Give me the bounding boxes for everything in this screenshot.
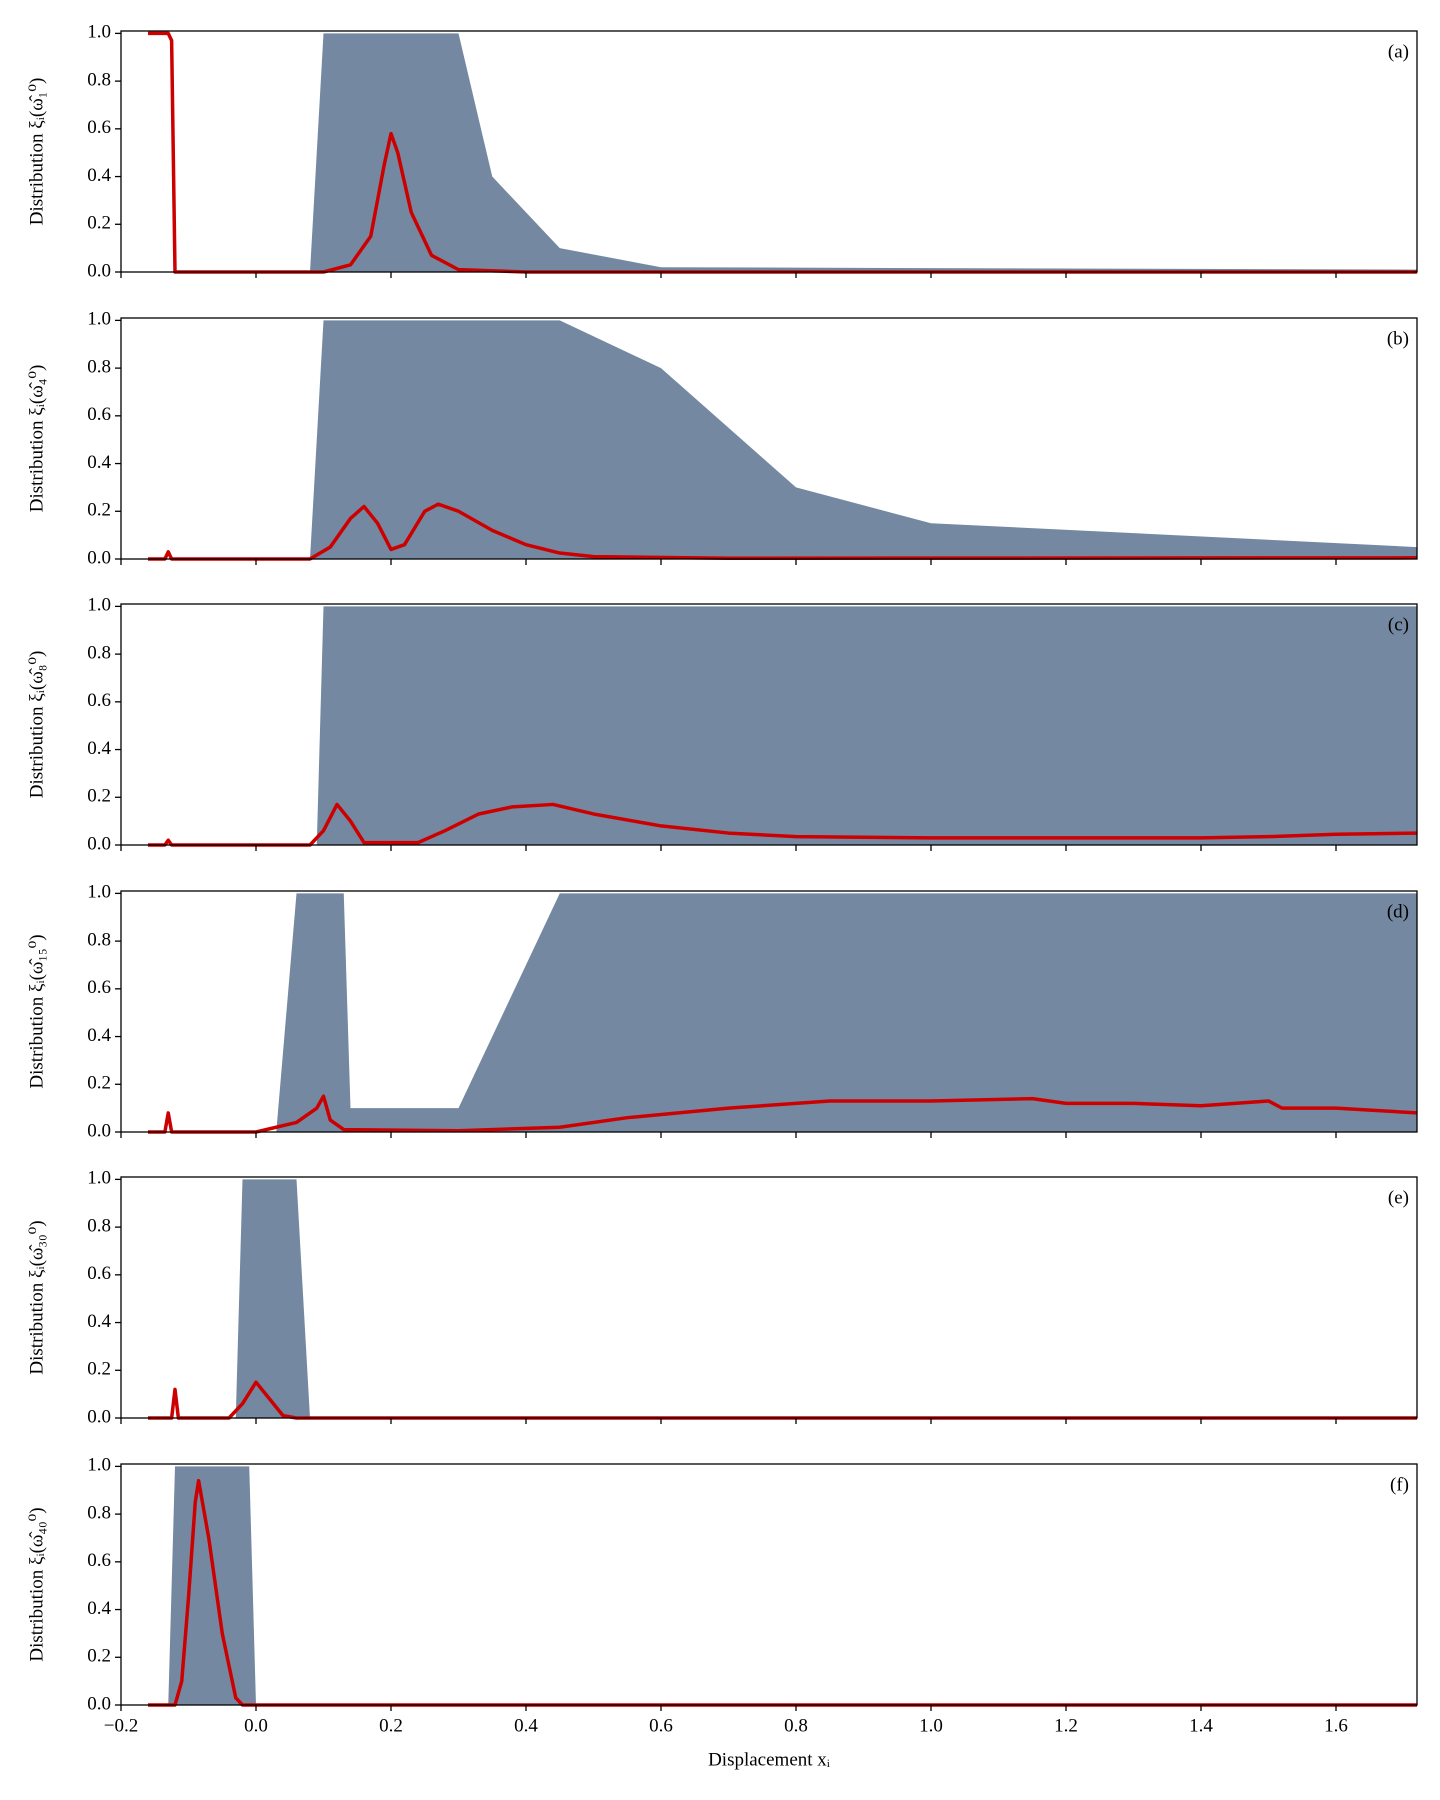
y-axis-label: Distribution ξᵢ(ω̂₁₅⁰) bbox=[26, 934, 47, 1088]
y-tick-label: 1.0 bbox=[87, 309, 111, 330]
x-tick-label: 0.0 bbox=[244, 1715, 268, 1736]
y-tick-label: 0.4 bbox=[87, 1025, 111, 1046]
y-tick-label: 0.0 bbox=[87, 1693, 111, 1714]
x-axis-label: Displacement xᵢ bbox=[708, 1749, 830, 1770]
x-tick-label: 0.2 bbox=[379, 1715, 403, 1736]
plot-frame bbox=[120, 890, 1418, 1133]
point-cloud bbox=[168, 1466, 256, 1705]
y-tick-label: 0.2 bbox=[87, 786, 111, 807]
y-tick-label: 0.6 bbox=[87, 404, 111, 425]
y-axis-label: Distribution ξᵢ(ω̂₄₀⁰) bbox=[26, 1507, 47, 1661]
point-cloud bbox=[310, 320, 1417, 559]
y-tick-label: 1.0 bbox=[87, 595, 111, 616]
y-tick-label: 0.0 bbox=[87, 1120, 111, 1141]
y-tick-label: 0.4 bbox=[87, 452, 111, 473]
y-tick-label: 0.0 bbox=[87, 1406, 111, 1427]
x-tick-label: 1.2 bbox=[1054, 1715, 1078, 1736]
y-tick-label: 0.2 bbox=[87, 500, 111, 521]
x-tick-label: 0.8 bbox=[784, 1715, 808, 1736]
y-tick-label: 0.0 bbox=[87, 833, 111, 854]
plot-frame bbox=[120, 1176, 1418, 1419]
y-tick-label: 0.8 bbox=[87, 642, 111, 663]
y-tick-label: 0.6 bbox=[87, 977, 111, 998]
plot-frame bbox=[120, 30, 1418, 273]
y-axis-label: Distribution ξᵢ(ω̂₃₀⁰) bbox=[26, 1220, 47, 1374]
x-tick-label: 1.4 bbox=[1189, 1715, 1213, 1736]
y-tick-label: 1.0 bbox=[87, 1455, 111, 1476]
y-tick-label: 0.0 bbox=[87, 547, 111, 568]
x-tick-label: 1.6 bbox=[1324, 1715, 1348, 1736]
y-axis-label: Distribution ξᵢ(ω̂₄⁰) bbox=[26, 365, 47, 513]
panel-label: (e) bbox=[1388, 1187, 1409, 1208]
y-tick-label: 0.4 bbox=[87, 738, 111, 759]
y-tick-label: 0.6 bbox=[87, 690, 111, 711]
plot-frame bbox=[120, 317, 1418, 560]
y-axis-label: Distribution ξᵢ(ω̂₁⁰) bbox=[26, 78, 47, 226]
x-tick-label: 0.6 bbox=[649, 1715, 673, 1736]
panel-label: (f) bbox=[1390, 1474, 1409, 1495]
point-cloud bbox=[310, 33, 1417, 272]
y-tick-label: 0.2 bbox=[87, 1359, 111, 1380]
panel-label: (b) bbox=[1387, 328, 1409, 349]
data-line bbox=[148, 1380, 1417, 1420]
point-cloud bbox=[316, 606, 1417, 845]
y-tick-label: 0.2 bbox=[87, 1073, 111, 1094]
x-tick-label: −0.2 bbox=[104, 1715, 138, 1736]
plot-frame bbox=[120, 603, 1418, 846]
panel-label: (d) bbox=[1387, 901, 1409, 922]
y-tick-label: 1.0 bbox=[87, 22, 111, 43]
y-tick-label: 0.6 bbox=[87, 1263, 111, 1284]
y-tick-label: 1.0 bbox=[87, 1168, 111, 1189]
y-tick-label: 0.4 bbox=[87, 1598, 111, 1619]
y-tick-label: 0.6 bbox=[87, 117, 111, 138]
y-tick-label: 0.8 bbox=[87, 1215, 111, 1236]
point-cloud bbox=[276, 893, 1417, 1132]
data-line bbox=[148, 31, 1417, 274]
y-tick-label: 0.0 bbox=[87, 260, 111, 281]
panel-label: (c) bbox=[1388, 614, 1409, 635]
x-tick-label: 1.0 bbox=[919, 1715, 943, 1736]
y-tick-label: 0.8 bbox=[87, 929, 111, 950]
y-tick-label: 0.4 bbox=[87, 1311, 111, 1332]
y-tick-label: 0.8 bbox=[87, 69, 111, 90]
y-tick-label: 0.2 bbox=[87, 1646, 111, 1667]
y-tick-label: 0.2 bbox=[87, 213, 111, 234]
plot-frame bbox=[120, 1463, 1418, 1706]
y-tick-label: 0.8 bbox=[87, 356, 111, 377]
y-tick-label: 0.6 bbox=[87, 1550, 111, 1571]
y-tick-label: 0.8 bbox=[87, 1502, 111, 1523]
y-axis-label: Distribution ξᵢ(ω̂₈⁰) bbox=[26, 651, 47, 799]
panel-label: (a) bbox=[1388, 41, 1409, 62]
y-tick-label: 0.4 bbox=[87, 165, 111, 186]
point-cloud bbox=[235, 1179, 310, 1418]
data-line bbox=[148, 1478, 1417, 1707]
x-tick-label: 0.4 bbox=[514, 1715, 538, 1736]
y-tick-label: 1.0 bbox=[87, 882, 111, 903]
